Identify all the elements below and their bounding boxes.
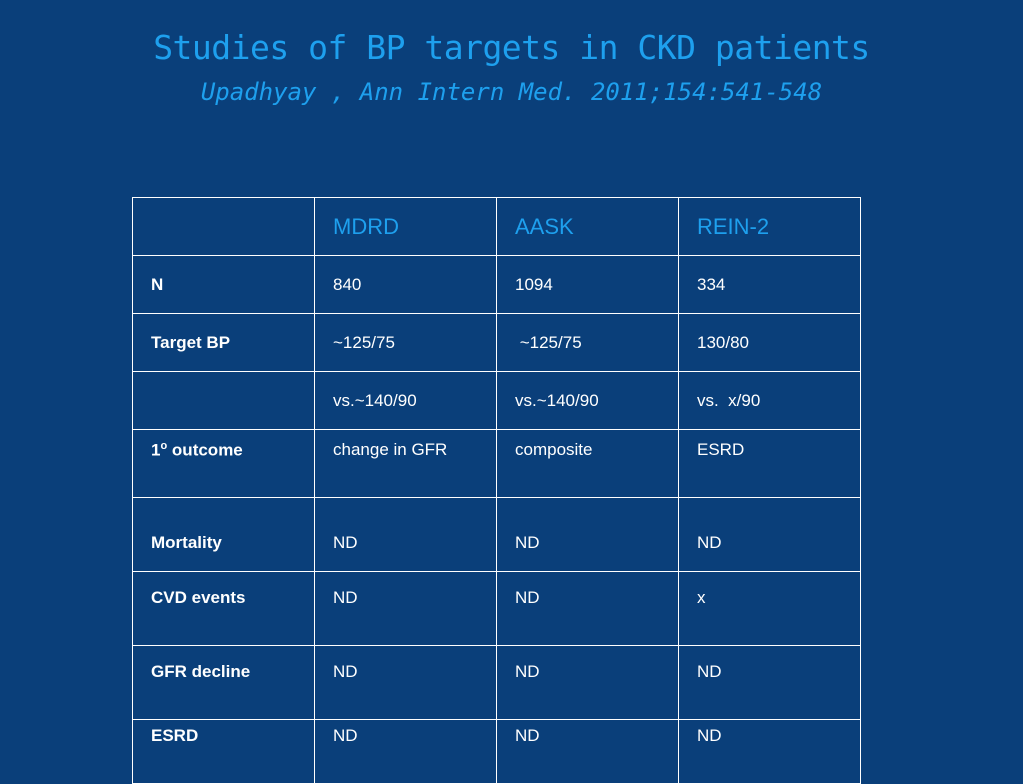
table-row-primary-outcome: 1o outcome change in GFR composite ESRD bbox=[132, 429, 861, 498]
table-cell: ND bbox=[496, 571, 679, 646]
column-header-rein2: REIN-2 bbox=[678, 197, 861, 256]
table-cell: 1094 bbox=[496, 255, 679, 314]
table-header-row: MDRD AASK REIN-2 bbox=[132, 197, 861, 256]
row-label-prefix: 1 bbox=[151, 440, 161, 460]
slide-title: Studies of BP targets in CKD patients bbox=[153, 28, 870, 67]
table-row-mortality: Mortality ND ND ND bbox=[132, 497, 861, 572]
row-label: GFR decline bbox=[132, 645, 315, 720]
row-label: ESRD bbox=[132, 719, 315, 784]
studies-table: MDRD AASK REIN-2 N 840 1094 334 Target B… bbox=[132, 197, 861, 784]
table-cell: ND bbox=[496, 645, 679, 720]
table-cell: ~125/75 bbox=[314, 313, 497, 372]
table-cell: ~125/75 bbox=[496, 313, 679, 372]
table-cell: composite bbox=[496, 429, 679, 498]
row-label: 1o outcome bbox=[132, 429, 315, 498]
table-row-target-bp: Target BP ~125/75 ~125/75 130/80 bbox=[132, 313, 861, 372]
table-cell: x bbox=[678, 571, 861, 646]
row-label: CVD events bbox=[132, 571, 315, 646]
slide-subtitle: Upadhyay , Ann Intern Med. 2011;154:541-… bbox=[200, 78, 823, 106]
table-cell: vs.~140/90 bbox=[314, 371, 497, 430]
table-cell: change in GFR bbox=[314, 429, 497, 498]
table-row-esrd: ESRD ND ND ND bbox=[132, 719, 861, 784]
row-label: N bbox=[132, 255, 315, 314]
table-row-gfr-decline: GFR decline ND ND ND bbox=[132, 645, 861, 720]
table-cell: vs.~140/90 bbox=[496, 371, 679, 430]
row-label-suffix: outcome bbox=[167, 440, 243, 460]
column-header-mdrd: MDRD bbox=[314, 197, 497, 256]
table-row-n: N 840 1094 334 bbox=[132, 255, 861, 314]
table-cell: ND bbox=[314, 719, 497, 784]
table-cell: ND bbox=[314, 645, 497, 720]
column-header-blank bbox=[132, 197, 315, 256]
table-row-cvd-events: CVD events ND ND x bbox=[132, 571, 861, 646]
table-cell: 840 bbox=[314, 255, 497, 314]
table-cell: ND bbox=[314, 497, 497, 572]
table-cell: ND bbox=[678, 497, 861, 572]
table-cell: ND bbox=[678, 719, 861, 784]
column-header-aask: AASK bbox=[496, 197, 679, 256]
table-cell: ESRD bbox=[678, 429, 861, 498]
row-label-superscript: o bbox=[160, 440, 168, 452]
table-row-target-bp-comparison: vs.~140/90 vs.~140/90 vs. x/90 bbox=[132, 371, 861, 430]
row-label: Target BP bbox=[132, 313, 315, 372]
row-label bbox=[132, 371, 315, 430]
table-cell: ND bbox=[496, 719, 679, 784]
table-cell: 130/80 bbox=[678, 313, 861, 372]
table-cell: ND bbox=[496, 497, 679, 572]
table-cell: ND bbox=[678, 645, 861, 720]
row-label: Mortality bbox=[132, 497, 315, 572]
table-cell: vs. x/90 bbox=[678, 371, 861, 430]
table-cell: ND bbox=[314, 571, 497, 646]
table-cell: 334 bbox=[678, 255, 861, 314]
